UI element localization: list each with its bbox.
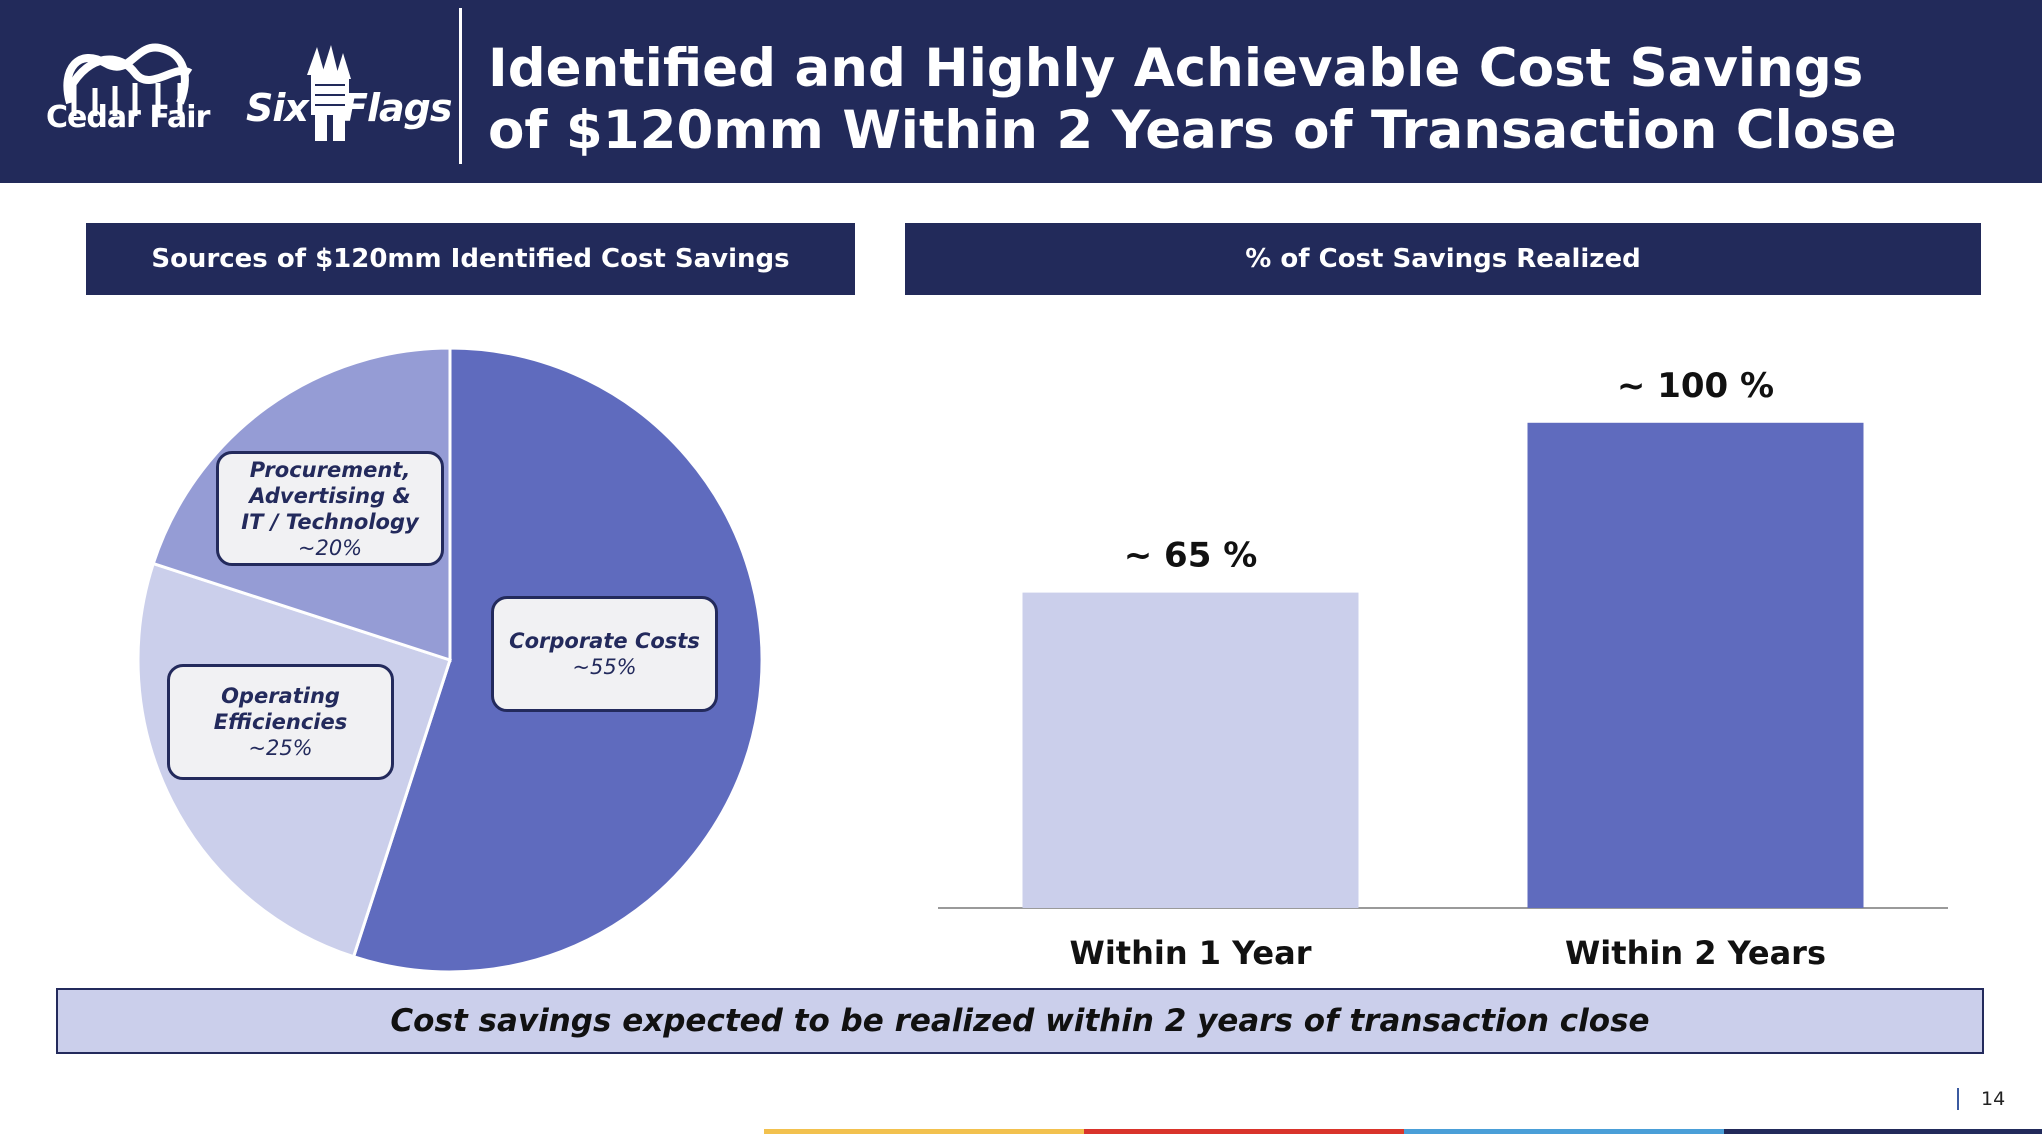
footnote-banner: Cost savings expected to be realized wit…: [56, 988, 1984, 1054]
bar-category-label-1: Within 2 Years: [1565, 934, 1826, 972]
bar-data-label-1: ~ 100 %: [1617, 366, 1774, 406]
six-flags-logo-text-six: Six: [246, 86, 309, 130]
footer-stripe-yellow: [764, 1129, 1084, 1134]
pie-callout-procurement-label: Procurement, Advertising & IT / Technolo…: [241, 457, 419, 534]
bar-0: [1022, 592, 1359, 908]
pie-callout-operating: Operating Efficiencies ~25%: [167, 664, 394, 780]
pie-panel-title: Sources of $120mm Identified Cost Saving…: [151, 244, 790, 274]
pie-callout-corporate-value: ~55%: [572, 655, 637, 679]
header-bar: Cedar Fair Six Flags Identified and High…: [0, 0, 2042, 183]
footnote-text: Cost savings expected to be realized wit…: [390, 1003, 1650, 1039]
bar-data-label-0: ~ 65 %: [1124, 536, 1258, 576]
pie-callout-procurement: Procurement, Advertising & IT / Technolo…: [216, 451, 444, 566]
footer-stripe-navy: [1724, 1129, 2042, 1134]
bar-1: [1527, 422, 1864, 908]
header-divider: [459, 8, 462, 164]
bar-chart: ~ 65 % Within 1 Year ~ 100 % Within 2 Years: [938, 366, 1948, 972]
cedar-fair-logo-text: Cedar Fair: [46, 100, 210, 135]
pie-callout-operating-label: Operating Efficiencies: [213, 684, 348, 734]
pie-callout-corporate: Corporate Costs ~55%: [491, 596, 718, 712]
page-title: Identified and Highly Achievable Cost Sa…: [488, 38, 1897, 161]
pie-callout-procurement-value: ~20%: [297, 535, 363, 560]
pie-callout-corporate-label: Corporate Costs: [509, 629, 700, 653]
pie-panel-header: Sources of $120mm Identified Cost Saving…: [86, 223, 855, 295]
footer-stripe-red: [1084, 1129, 1404, 1134]
bar-category-label-0: Within 1 Year: [1070, 934, 1312, 972]
six-flags-logo-text-flags: Flags: [342, 86, 452, 130]
bar-panel-header: % of Cost Savings Realized: [905, 223, 1981, 295]
footer-stripe-blue: [1404, 1129, 1724, 1134]
pie-callout-operating-value: ~25%: [248, 736, 313, 760]
cedar-fair-logo-icon: [63, 43, 193, 116]
six-flags-logo-icon: [307, 45, 351, 141]
page-number-divider: [1957, 1088, 1959, 1110]
page-number: 14: [1981, 1088, 2006, 1110]
bar-panel-title: % of Cost Savings Realized: [1245, 244, 1641, 274]
